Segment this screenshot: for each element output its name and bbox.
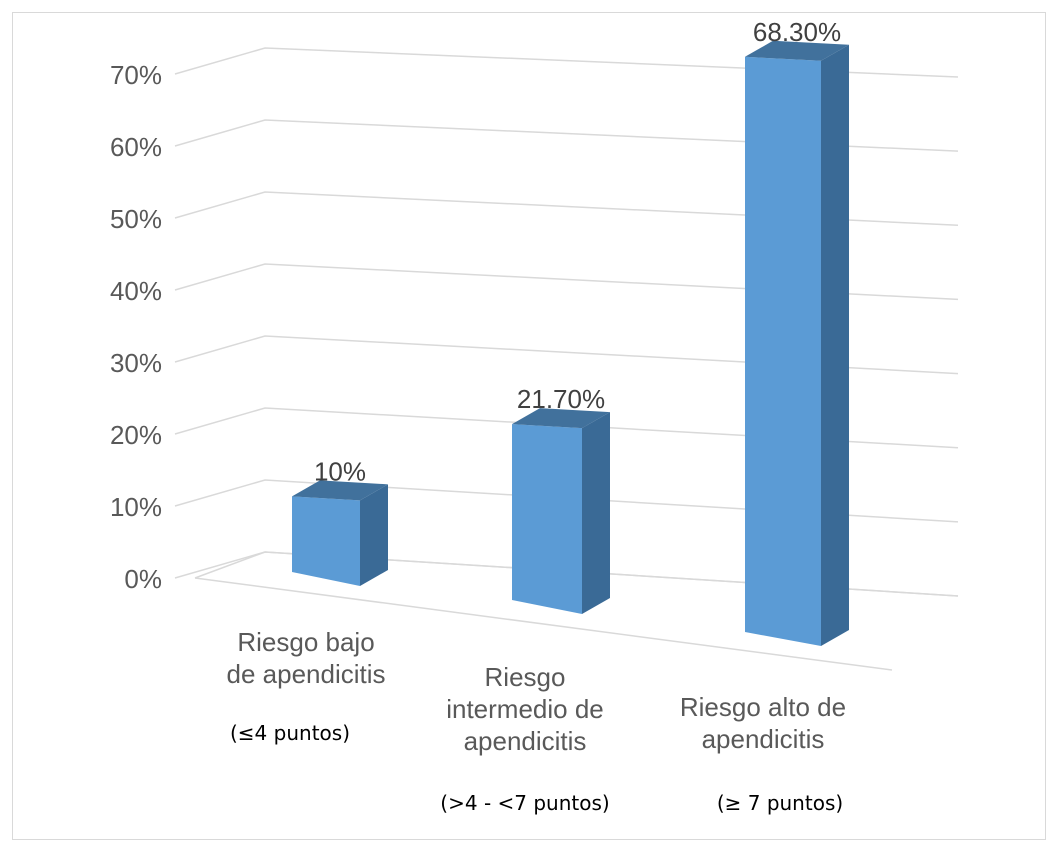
y-tick-label: 30%: [110, 348, 162, 378]
bar-side-face: [582, 412, 610, 614]
y-tick-label: 0%: [124, 564, 162, 594]
category-label: Riesgo: [485, 662, 566, 692]
category-label: intermedio de: [446, 694, 604, 724]
category-label: Riesgo bajo: [237, 627, 374, 657]
category-label: apendicitis: [464, 726, 587, 756]
gridline: [174, 407, 959, 449]
gridline: [174, 263, 959, 301]
bar-front-face: [512, 424, 582, 614]
gridline: [174, 119, 959, 152]
gridline: [174, 47, 959, 78]
y-tick-label: 60%: [110, 132, 162, 162]
category-label: Riesgo alto de: [680, 692, 846, 722]
bar-3: [745, 40, 849, 646]
category-label: apendicitis: [702, 724, 825, 754]
bar-2: [512, 408, 610, 614]
bar-front-face: [745, 56, 821, 646]
gridline: [174, 191, 959, 227]
bar-side-face: [821, 44, 849, 646]
bar-top-face: [292, 480, 388, 501]
y-tick-label: 40%: [110, 276, 162, 306]
y-axis-ticks: 0% 10% 20% 30% 40% 50% 60% 70%: [110, 60, 162, 594]
y-tick-label: 20%: [110, 420, 162, 450]
bar-side-face: [360, 484, 388, 586]
gridline: [174, 479, 959, 523]
bar-top-face: [512, 408, 610, 429]
bar-1: [292, 480, 388, 586]
data-labels: 10% 21.70% 68.30%: [314, 17, 841, 487]
data-label: 10%: [314, 456, 366, 486]
y-tick-label: 50%: [110, 204, 162, 234]
data-label: 21.70%: [517, 384, 605, 414]
category-sublabel: (≥ 7 puntos): [717, 791, 843, 815]
floor-line: [194, 551, 959, 597]
gridline: [174, 335, 959, 375]
category-sublabel: (>4 - <7 puntos): [440, 791, 609, 815]
bars: [292, 40, 849, 646]
category-sublabel: (≤4 puntos): [230, 721, 350, 745]
data-label: 68.30%: [753, 17, 841, 47]
floor-front-edge: [194, 577, 893, 671]
gridlines: [174, 47, 959, 671]
y-tick-label: 10%: [110, 492, 162, 522]
y-tick-label: 70%: [110, 60, 162, 90]
bar-front-face: [292, 496, 360, 586]
bar-top-face: [745, 40, 849, 61]
category-label: de apendicitis: [227, 659, 386, 689]
